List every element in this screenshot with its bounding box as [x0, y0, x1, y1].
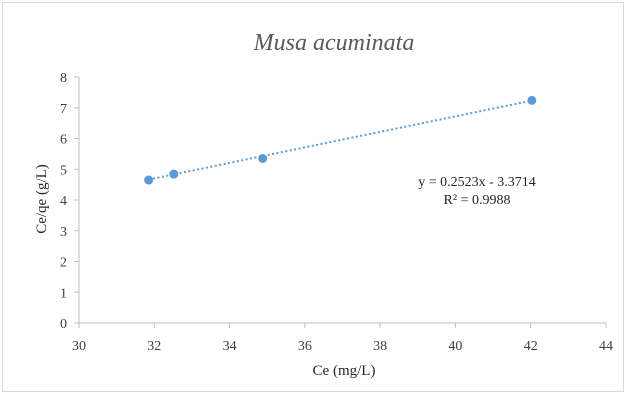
x-tick-label: 42	[524, 339, 538, 354]
y-tick-label: 0	[60, 317, 67, 332]
data-point	[527, 95, 537, 105]
y-tick-label: 2	[60, 256, 67, 271]
x-tick-label: 38	[373, 339, 387, 354]
data-point	[144, 175, 154, 185]
x-tick-label: 30	[72, 339, 86, 354]
chart-area	[2, 2, 624, 392]
x-tick-label: 32	[147, 339, 161, 354]
trendline	[148, 99, 533, 181]
y-tick-label: 4	[60, 194, 67, 209]
data-point	[258, 153, 268, 163]
x-axis-label: Ce (mg/L)	[313, 363, 376, 379]
y-tick-label: 5	[60, 163, 67, 178]
x-tick-label: 40	[448, 339, 462, 354]
trendline-equation: y = 0.2523x - 3.3714	[418, 175, 536, 190]
x-axis-ticks: 30 32 34 36 38 40 42 44	[72, 323, 613, 354]
y-tick-label: 7	[60, 102, 67, 117]
y-tick-label: 8	[60, 71, 67, 86]
chart-title: Musa acuminata	[253, 30, 415, 56]
x-tick-label: 34	[223, 339, 237, 354]
y-tick-label: 1	[60, 286, 67, 301]
x-tick-label: 44	[599, 339, 613, 354]
y-tick-label: 6	[60, 133, 67, 148]
y-tick-label: 3	[60, 225, 67, 240]
x-tick-label: 36	[298, 339, 312, 354]
r-squared-label: R² = 0.9988	[444, 193, 511, 208]
data-point	[169, 169, 179, 179]
y-axis-ticks: 0 1 2 3 4 5 6 7 8	[60, 71, 79, 332]
data-points	[144, 95, 537, 185]
y-axis-label: Ce/qe (g/L)	[34, 164, 50, 234]
